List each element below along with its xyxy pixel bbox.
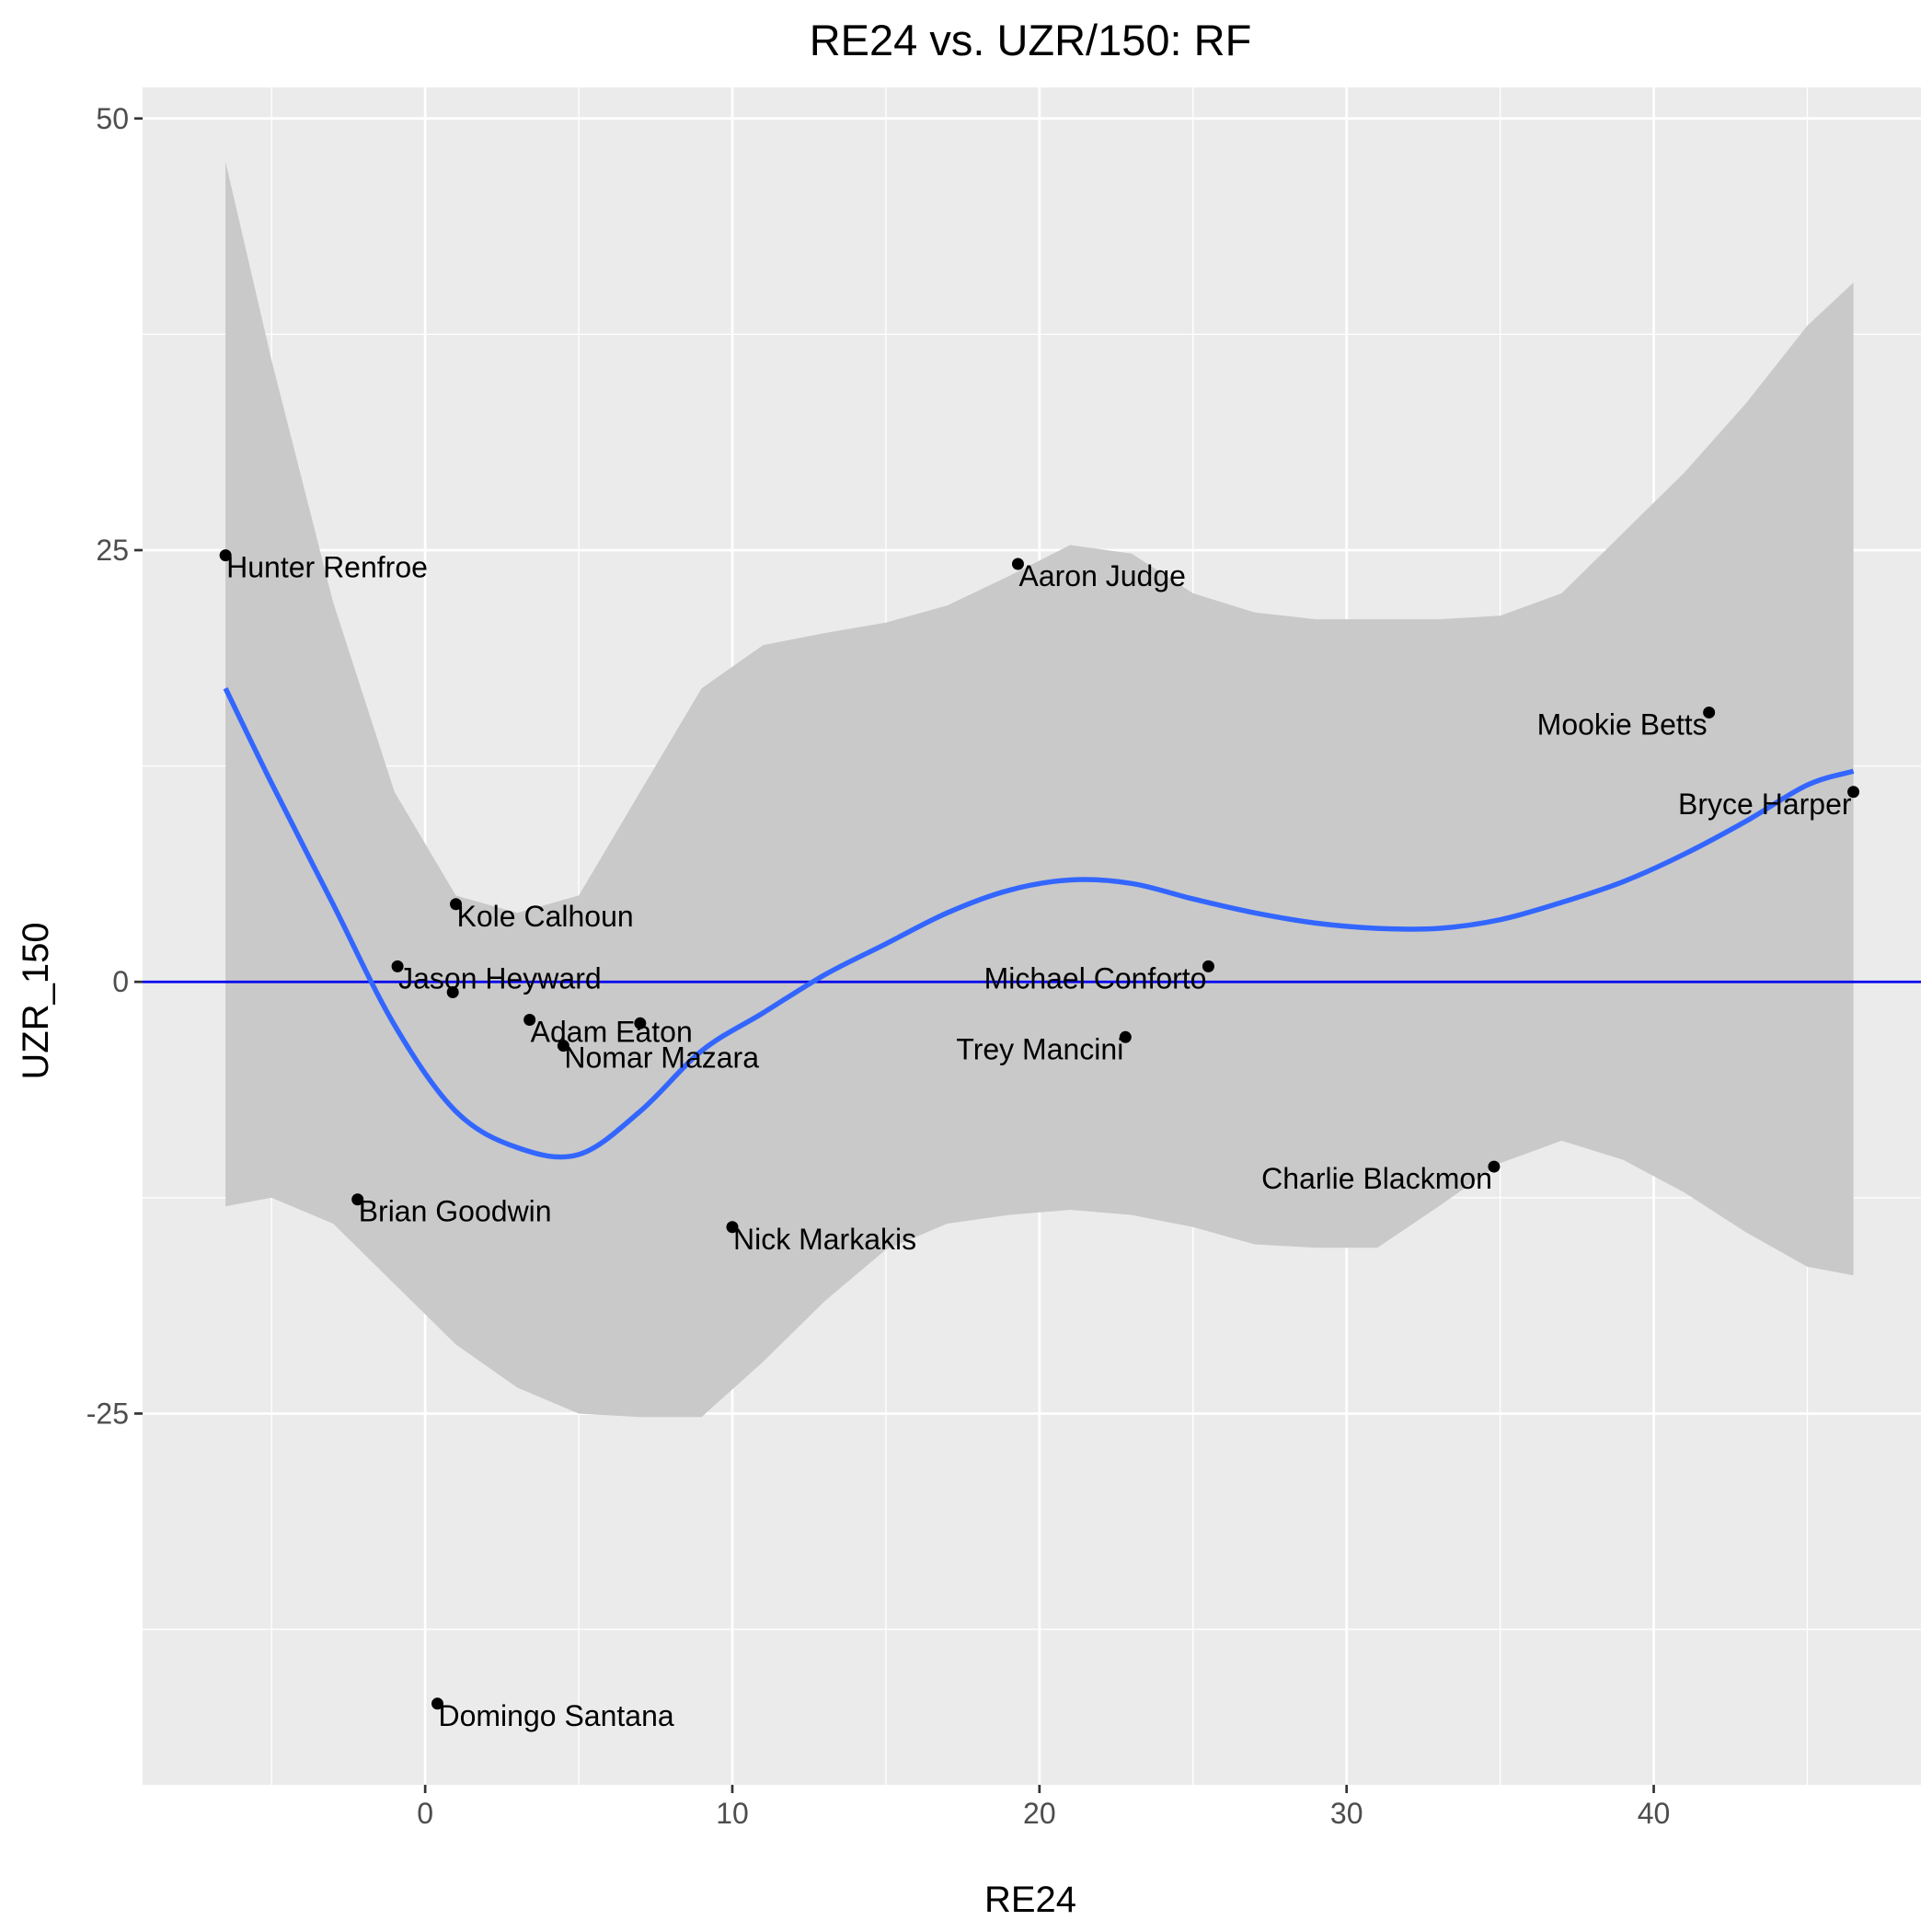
point-label: Bryce Harper <box>1678 788 1852 821</box>
point-label: Nick Markakis <box>733 1223 916 1256</box>
data-point <box>391 960 404 972</box>
point-label: Mookie Betts <box>1537 707 1708 741</box>
point-label: Charlie Blackmon <box>1261 1162 1492 1195</box>
point-label: Michael Conforto <box>984 961 1207 995</box>
x-tick-label: 40 <box>1638 1797 1671 1830</box>
smooth-line-path <box>223 686 1855 1160</box>
data-point <box>726 1221 739 1234</box>
point-label: Domingo Santana <box>438 1699 673 1732</box>
x-tick-label: 10 <box>716 1797 749 1830</box>
y-tick-label: -25 <box>86 1397 129 1430</box>
point-label: Trey Mancini <box>956 1032 1123 1065</box>
point-label: Hunter Renfroe <box>226 551 428 584</box>
y-tick-label: 25 <box>96 534 129 567</box>
data-point <box>634 1017 647 1029</box>
y-tick-label: 0 <box>112 965 129 998</box>
y-tick-label: 50 <box>96 102 129 135</box>
x-tick-label: 30 <box>1330 1797 1363 1830</box>
x-tick-label: 20 <box>1023 1797 1056 1830</box>
data-points <box>219 549 1860 1710</box>
point-label: Nomar Mazara <box>564 1041 759 1075</box>
point-label: Brian Goodwin <box>359 1195 552 1228</box>
data-point <box>523 1014 536 1027</box>
point-labels: Hunter Renfroe Aaron Judge Mookie Betts Bry… <box>226 551 1852 1732</box>
y-axis-ticks: -25 0 25 50 <box>86 102 143 1430</box>
data-point <box>1488 1160 1501 1173</box>
point-label: Adam Eaton <box>531 1016 693 1049</box>
data-point <box>446 985 459 998</box>
data-point <box>450 898 463 911</box>
confidence-band <box>225 161 1854 1418</box>
smooth-line <box>223 686 1855 1160</box>
point-label: Aaron Judge <box>1018 559 1185 592</box>
data-point <box>557 1040 569 1052</box>
data-point <box>1847 786 1860 799</box>
y-axis-title: UZR_150 <box>16 922 56 1079</box>
point-label: Jason Heyward <box>398 961 602 995</box>
data-point <box>1119 1030 1132 1043</box>
data-point <box>431 1697 443 1710</box>
x-axis-title: RE24 <box>984 1880 1076 1920</box>
data-point <box>1703 706 1716 719</box>
data-point <box>351 1193 364 1206</box>
chart-title: RE24 vs. UZR/150: RF <box>810 16 1252 64</box>
point-label: Kole Calhoun <box>457 900 634 933</box>
x-axis-ticks: 0 10 20 30 40 <box>417 1785 1670 1830</box>
confidence-band-area <box>225 161 1854 1418</box>
data-point <box>219 549 232 562</box>
data-point <box>1202 960 1214 972</box>
data-point <box>1011 558 1024 570</box>
x-tick-label: 0 <box>417 1797 433 1830</box>
